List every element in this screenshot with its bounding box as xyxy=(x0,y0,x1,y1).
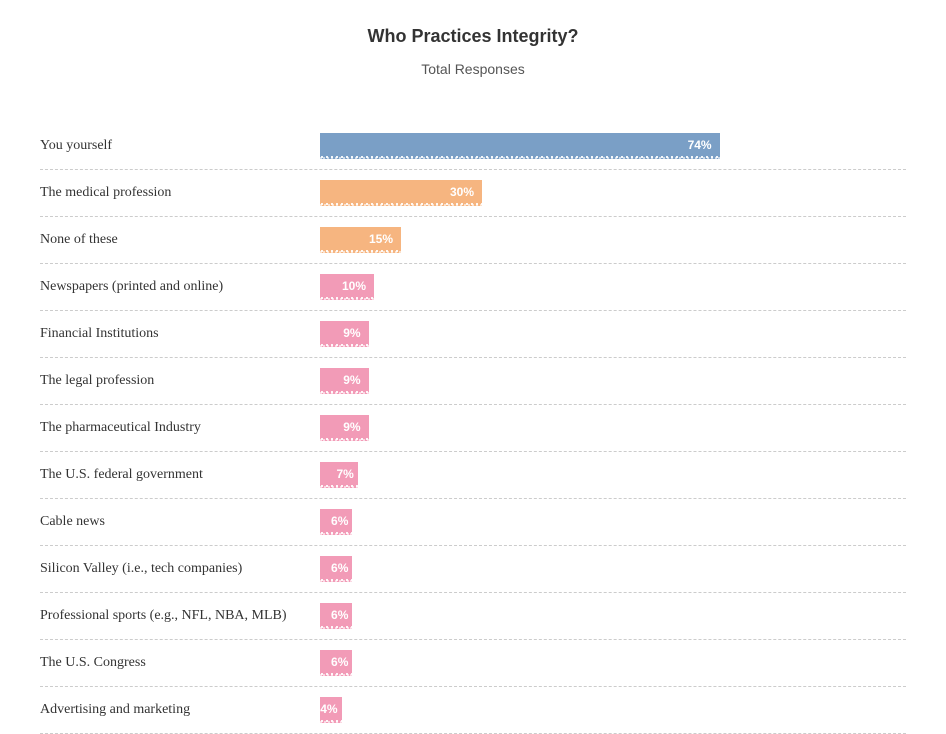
bar-value: 30% xyxy=(450,185,474,199)
chart-row: Financial Institutions 9% xyxy=(40,311,906,358)
bar-cell: 6% xyxy=(320,546,906,592)
bar: 6% xyxy=(320,603,352,629)
bar: 30% xyxy=(320,180,482,206)
bar-cell: 9% xyxy=(320,311,906,357)
bar-cell: 7% xyxy=(320,452,906,498)
bar-label: Financial Institutions xyxy=(40,326,320,342)
bar: 4% xyxy=(320,697,342,723)
bar-cell: 30% xyxy=(320,170,906,216)
bar-value: 6% xyxy=(331,608,348,622)
bar-value: 6% xyxy=(331,655,348,669)
chart-row: None of these 15% xyxy=(40,217,906,264)
bar-cell: 9% xyxy=(320,405,906,451)
bar: 10% xyxy=(320,274,374,300)
chart-row: Cable news 6% xyxy=(40,499,906,546)
chart-rows-container: You yourself 74% The medical profession 30%… xyxy=(40,123,906,734)
bar-cell: 4% xyxy=(320,687,906,733)
bar-label: The legal profession xyxy=(40,373,320,389)
chart-row: You yourself 74% xyxy=(40,123,906,170)
bar-label: None of these xyxy=(40,232,320,248)
bar-label: The U.S. Congress xyxy=(40,655,320,671)
bar-value: 9% xyxy=(343,420,360,434)
bar-cell: 6% xyxy=(320,499,906,545)
bar-value: 4% xyxy=(320,702,337,716)
chart-row: Advertising and marketing4% xyxy=(40,687,906,734)
bar: 7% xyxy=(320,462,358,488)
bar-value: 15% xyxy=(369,232,393,246)
chart-row: Professional sports (e.g., NFL, NBA, MLB… xyxy=(40,593,906,640)
chart-title: Who Practices Integrity? xyxy=(40,26,906,47)
bar-value: 7% xyxy=(336,467,353,481)
bar-value: 9% xyxy=(343,373,360,387)
bar: 6% xyxy=(320,509,352,535)
bar-value: 9% xyxy=(343,326,360,340)
bar-label: The U.S. federal government xyxy=(40,467,320,483)
bar-cell: 15% xyxy=(320,217,906,263)
bar-value: 10% xyxy=(342,279,366,293)
bar-value: 6% xyxy=(331,561,348,575)
bar: 74% xyxy=(320,133,720,159)
chart-row: The U.S. federal government 7% xyxy=(40,452,906,499)
bar: 6% xyxy=(320,650,352,676)
bar-cell: 6% xyxy=(320,640,906,686)
bar-value: 6% xyxy=(331,514,348,528)
chart-row: The medical profession 30% xyxy=(40,170,906,217)
bar: 15% xyxy=(320,227,401,253)
bar-cell: 6% xyxy=(320,593,906,639)
chart-row: The pharmaceutical Industry 9% xyxy=(40,405,906,452)
bar: 9% xyxy=(320,415,369,441)
bar: 9% xyxy=(320,321,369,347)
bar-label: Professional sports (e.g., NFL, NBA, MLB… xyxy=(40,608,320,624)
bar-label: Newspapers (printed and online) xyxy=(40,279,320,295)
bar: 6% xyxy=(320,556,352,582)
bar-cell: 74% xyxy=(320,123,906,169)
chart-row: Newspapers (printed and online) 10% xyxy=(40,264,906,311)
chart-row: The U.S. Congress 6% xyxy=(40,640,906,687)
bar-value: 74% xyxy=(688,138,712,152)
bar: 9% xyxy=(320,368,369,394)
chart-row: The legal profession 9% xyxy=(40,358,906,405)
chart-subtitle: Total Responses xyxy=(40,61,906,77)
bar-label: Silicon Valley (i.e., tech companies) xyxy=(40,561,320,577)
bar-label: You yourself xyxy=(40,138,320,154)
bar-label: The medical profession xyxy=(40,185,320,201)
bar-label: The pharmaceutical Industry xyxy=(40,420,320,436)
bar-label: Advertising and marketing xyxy=(40,702,320,718)
bar-label: Cable news xyxy=(40,514,320,530)
chart-row: Silicon Valley (i.e., tech companies) 6% xyxy=(40,546,906,593)
bar-cell: 9% xyxy=(320,358,906,404)
bar-cell: 10% xyxy=(320,264,906,310)
